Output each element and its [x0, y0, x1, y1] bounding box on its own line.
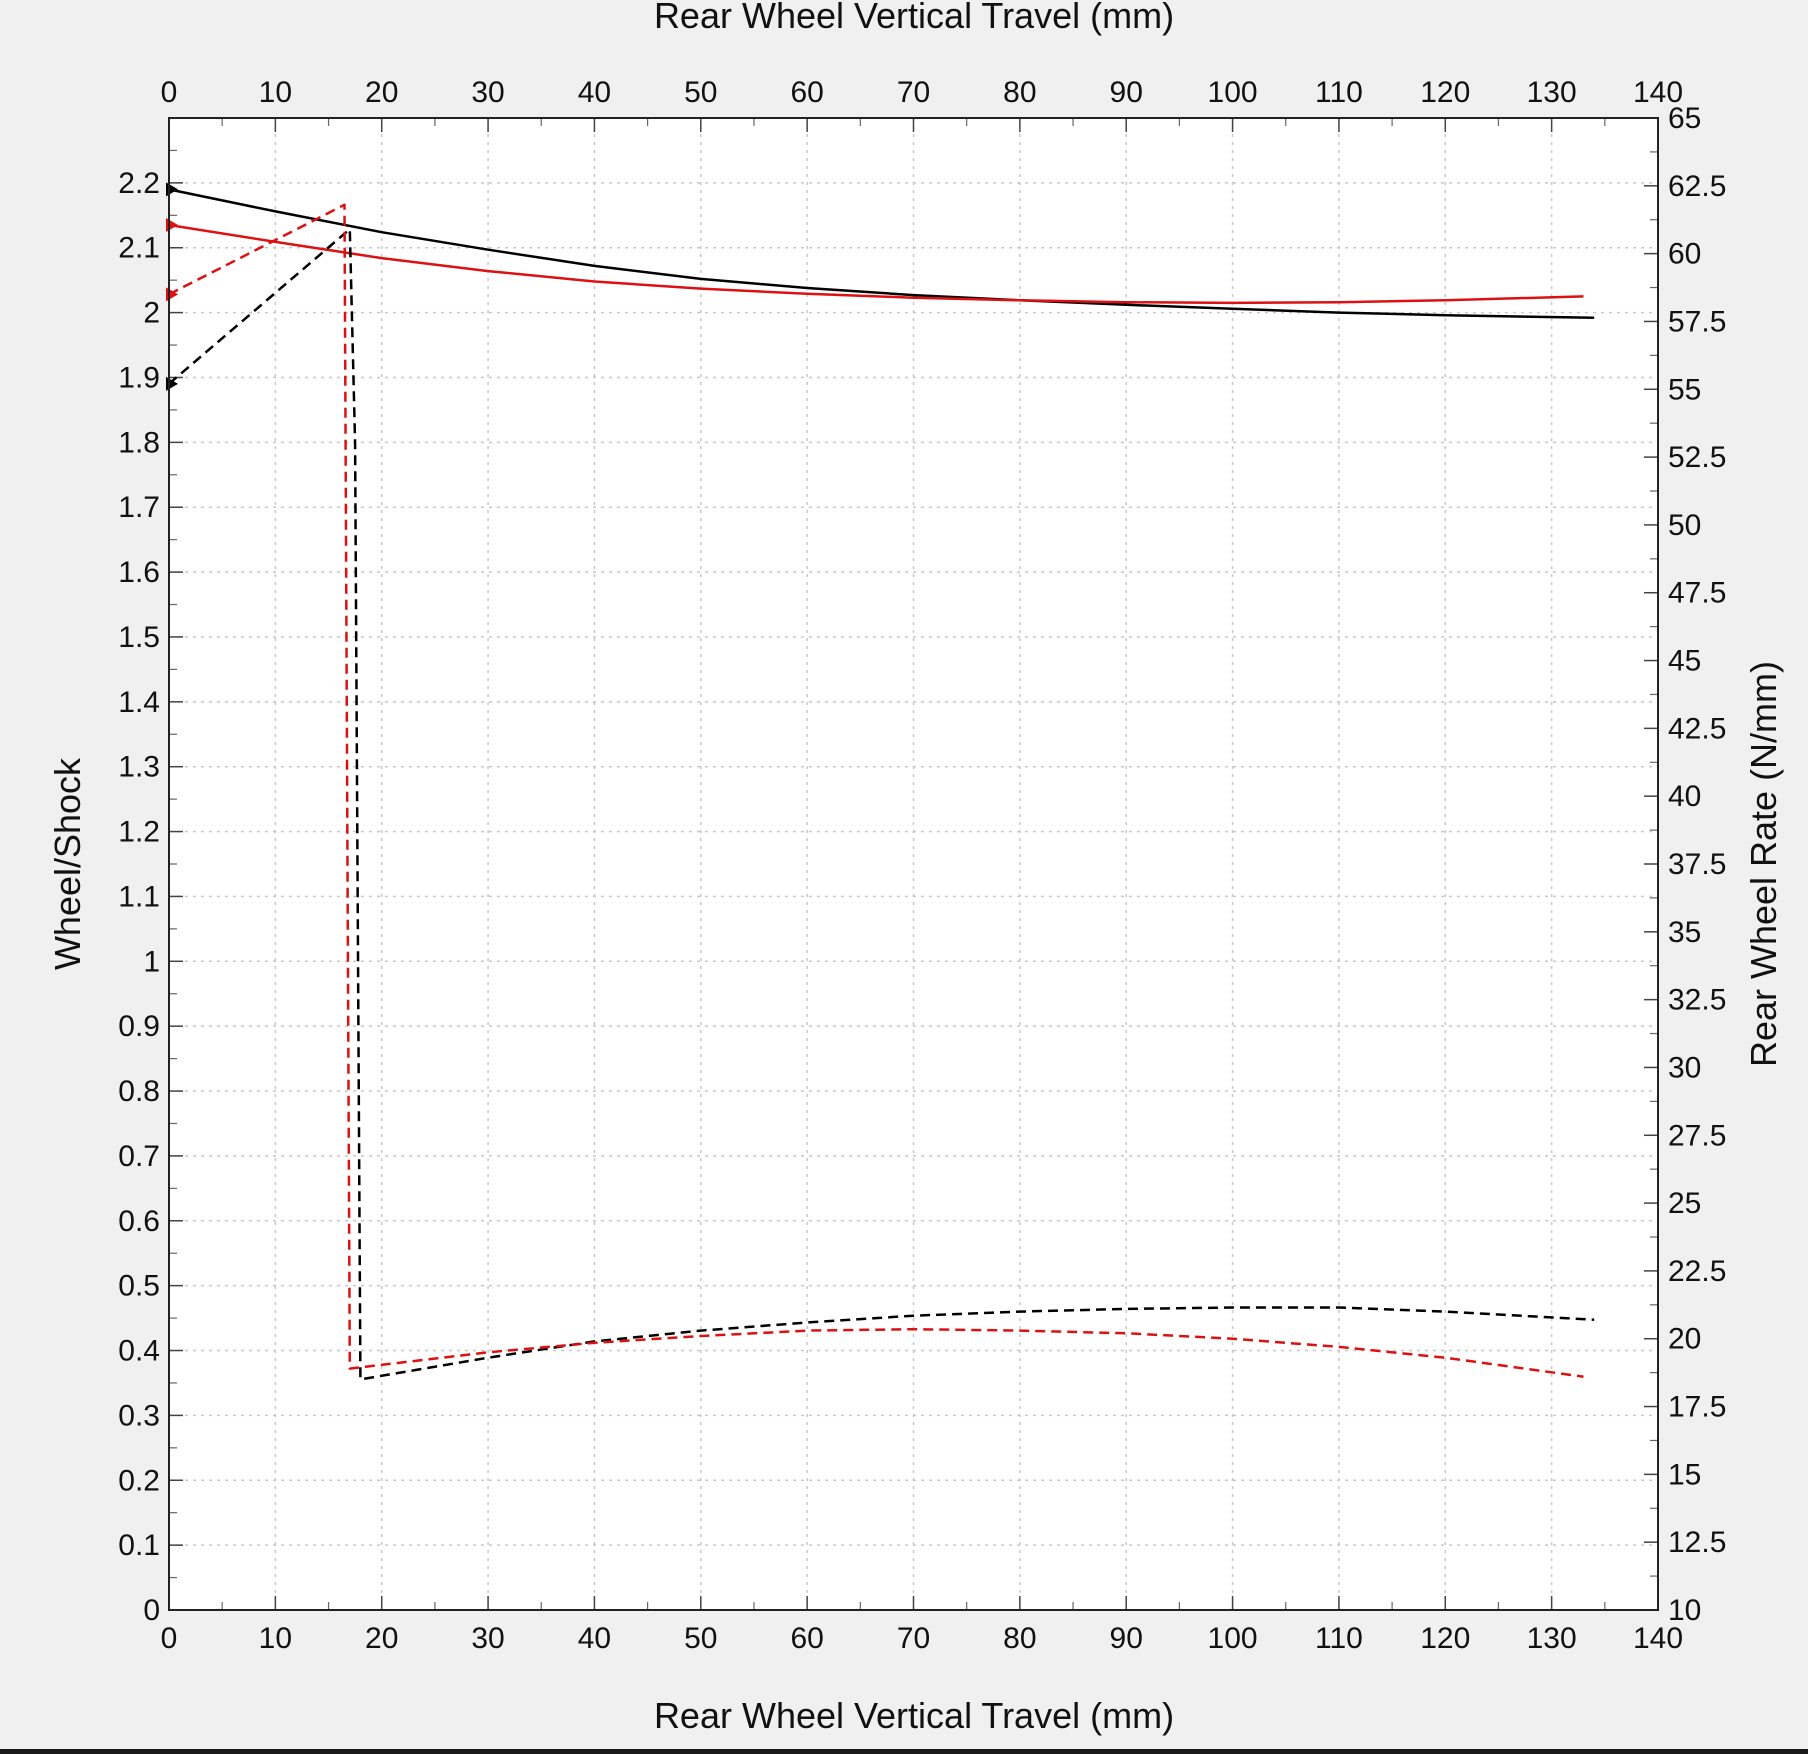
x-top-tick-label: 140: [1633, 76, 1683, 109]
y-left-tick-label: 0.9: [118, 1010, 160, 1043]
x-top-tick-label: 20: [365, 76, 398, 109]
x-bottom-tick-label: 20: [365, 1622, 398, 1655]
x-bottom-tick-label: 50: [684, 1622, 717, 1655]
series-line-1: [168, 223, 1584, 305]
y-left-tick-label: 0.8: [118, 1075, 160, 1108]
y-right-tick-label: 52.5: [1668, 441, 1726, 474]
y-left-tick-label: 1.8: [118, 426, 160, 459]
y-right-tick-label: 22.5: [1668, 1255, 1726, 1288]
x-top-tick-label: 50: [684, 76, 717, 109]
x-top-tick-label: 120: [1420, 76, 1470, 109]
x-bottom-tick-label: 10: [259, 1622, 292, 1655]
y-right-tick-label: 40: [1668, 780, 1701, 813]
x-top-tick-label: 60: [790, 76, 823, 109]
y-left-tick-label: 1: [143, 945, 160, 978]
y-right-tick-label: 55: [1668, 373, 1701, 406]
x-bottom-tick-label: 60: [790, 1622, 823, 1655]
y-right-tick-label: 32.5: [1668, 984, 1726, 1017]
x-bottom-tick-label: 130: [1527, 1622, 1577, 1655]
y-right-tick-label: 42.5: [1668, 712, 1726, 745]
y-left-tick-label: 2.1: [118, 232, 160, 265]
x-top-tick-label: 30: [471, 76, 504, 109]
y-left-tick-label: 1.7: [118, 491, 160, 524]
x-axis-top-tick-labels: 0 10 20 30 40 50 60 70 80 90 100 110 120 130 140: [161, 76, 1683, 109]
y-axis-right-title: Rear Wheel Rate (N/mm): [1743, 661, 1784, 1067]
series-line-0: [168, 188, 1595, 320]
y-left-tick-label: 1.3: [118, 751, 160, 784]
y-left-tick-label: 0.7: [118, 1140, 160, 1173]
x-top-tick-label: 0: [161, 76, 178, 109]
x-top-tick-label: 110: [1315, 76, 1363, 109]
y-right-tick-label: 37.5: [1668, 848, 1726, 881]
y-right-tick-label: 20: [1668, 1323, 1701, 1356]
y-left-tick-label: 0.1: [118, 1529, 160, 1562]
series-line-3: [168, 203, 1584, 1378]
y-right-tick-label: 15: [1668, 1458, 1701, 1491]
y-left-tick-label: 1.2: [118, 816, 160, 849]
y-right-tick-label: 57.5: [1668, 305, 1726, 338]
y-right-tick-label: 62.5: [1668, 170, 1726, 203]
x-axis-bottom-tick-labels: 0 10 20 30 40 50 60 70 80 90 100 110 120 130 140: [161, 1622, 1683, 1655]
y-left-tick-label: 1.4: [118, 686, 160, 719]
y-left-tick-label: 0.2: [118, 1464, 160, 1497]
x-axis-top-title: Rear Wheel Vertical Travel (mm): [654, 0, 1174, 36]
y-right-tick-label: 47.5: [1668, 577, 1726, 610]
y-right-tick-label: 45: [1668, 645, 1701, 678]
y-right-tick-label: 35: [1668, 916, 1701, 949]
x-top-tick-label: 80: [1003, 76, 1036, 109]
x-bottom-tick-label: 140: [1633, 1622, 1683, 1655]
y-left-tick-label: 1.5: [118, 621, 160, 654]
y-left-tick-label: 1.1: [118, 880, 160, 913]
grid: [169, 118, 1658, 1610]
x-bottom-tick-label: 40: [578, 1622, 611, 1655]
y-left-tick-label: 0: [143, 1594, 160, 1627]
y-left-tick-label: 0.3: [118, 1399, 160, 1432]
x-top-tick-label: 130: [1527, 76, 1577, 109]
y-right-tick-label: 30: [1668, 1051, 1701, 1084]
y-right-tick-label: 65: [1668, 102, 1701, 135]
x-top-tick-label: 90: [1110, 76, 1143, 109]
x-axis-bottom-title: Rear Wheel Vertical Travel (mm): [654, 1695, 1174, 1736]
x-top-tick-label: 40: [578, 76, 611, 109]
y-axis-left-tick-labels: 0 0.1 0.2 0.3 0.4 0.5 0.6 0.7 0.8 0.9 1 1.1 1.2 1.3 1.…: [118, 167, 160, 1627]
plot-frame: [168, 117, 1659, 1611]
x-bottom-tick-label: 30: [471, 1622, 504, 1655]
x-bottom-tick-label: 90: [1110, 1622, 1143, 1655]
y-left-tick-label: 1.9: [118, 361, 160, 394]
x-bottom-tick-label: 70: [897, 1622, 930, 1655]
y-right-tick-label: 25: [1668, 1187, 1701, 1220]
x-bottom-tick-label: 0: [161, 1622, 178, 1655]
y-right-tick-label: 50: [1668, 509, 1701, 542]
y-right-tick-label: 12.5: [1668, 1526, 1726, 1559]
window-bottom-edge: [0, 1749, 1808, 1754]
y-axis-left-title: Wheel/Shock: [47, 757, 88, 970]
y-left-tick-label: 1.6: [118, 556, 160, 589]
x-top-tick-label: 70: [897, 76, 930, 109]
x-bottom-tick-label: 110: [1315, 1622, 1363, 1655]
x-bottom-tick-label: 80: [1003, 1622, 1036, 1655]
y-right-tick-label: 27.5: [1668, 1119, 1726, 1152]
y-left-tick-label: 0.4: [118, 1335, 160, 1368]
x-top-tick-label: 100: [1208, 76, 1258, 109]
y-right-tick-label: 60: [1668, 238, 1701, 271]
y-left-tick-label: 0.6: [118, 1205, 160, 1238]
x-bottom-tick-label: 100: [1208, 1622, 1258, 1655]
y-right-tick-label: 10: [1668, 1594, 1701, 1627]
y-left-tick-label: 0.5: [118, 1270, 160, 1303]
x-bottom-tick-label: 120: [1420, 1622, 1470, 1655]
x-top-tick-label: 10: [259, 76, 292, 109]
series-layer: [168, 188, 1595, 1381]
y-right-tick-label: 17.5: [1668, 1391, 1726, 1424]
y-left-tick-label: 2: [143, 297, 160, 330]
y-left-tick-label: 2.2: [118, 167, 160, 200]
y-axis-right-tick-labels: 10 12.5 15 17.5 20 22.5 25 27.5 30 32.5 35 37.5 40 42…: [1668, 102, 1726, 1627]
